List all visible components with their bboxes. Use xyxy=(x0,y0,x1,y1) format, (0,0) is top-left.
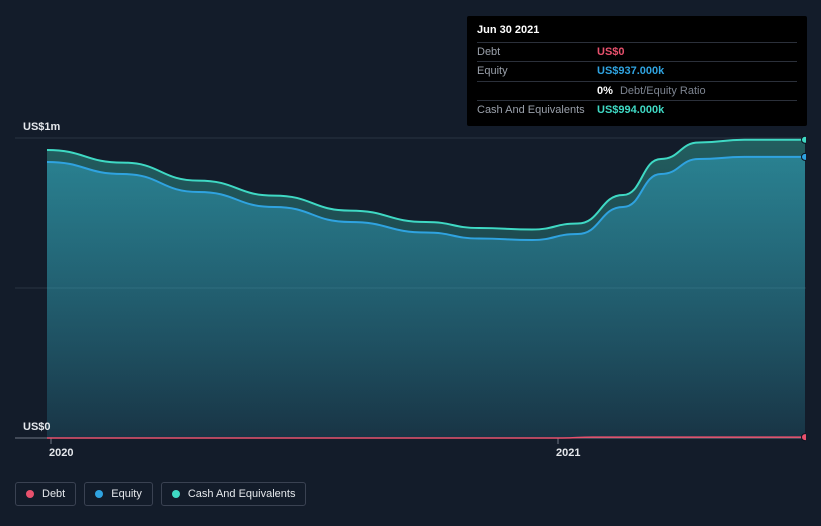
legend-dot-icon xyxy=(95,490,103,498)
tooltip-key: Equity xyxy=(477,63,597,80)
y-axis-label: US$0 xyxy=(23,421,51,433)
tooltip-value: 0% Debt/Equity Ratio xyxy=(597,83,706,100)
legend-label: Debt xyxy=(42,488,65,500)
legend-label: Cash And Equivalents xyxy=(188,488,296,500)
tooltip-rows: DebtUS$0EquityUS$937.000k 0% Debt/Equity … xyxy=(477,42,797,120)
x-axis-label: 2020 xyxy=(49,447,73,459)
tooltip-row: Cash And EquivalentsUS$994.000k xyxy=(477,100,797,120)
tooltip-row: DebtUS$0 xyxy=(477,42,797,62)
tooltip-date: Jun 30 2021 xyxy=(477,22,797,42)
chart-legend: Debt Equity Cash And Equivalents xyxy=(15,482,306,506)
y-axis-label: US$1m xyxy=(23,121,60,133)
legend-dot-icon xyxy=(26,490,34,498)
tooltip-value: US$994.000k xyxy=(597,102,664,119)
tooltip-suffix: Debt/Equity Ratio xyxy=(617,85,706,97)
tooltip-value: US$0 xyxy=(597,44,625,61)
tooltip-row: 0% Debt/Equity Ratio xyxy=(477,81,797,101)
tooltip-key: Debt xyxy=(477,44,597,61)
legend-item-cash-and-equivalents[interactable]: Cash And Equivalents xyxy=(161,482,307,506)
legend-label: Equity xyxy=(111,488,142,500)
legend-dot-icon xyxy=(172,490,180,498)
x-axis-label: 2021 xyxy=(556,447,580,459)
tooltip-key xyxy=(477,83,597,100)
chart-tooltip: Jun 30 2021 DebtUS$0EquityUS$937.000k 0% … xyxy=(467,16,807,126)
legend-item-debt[interactable]: Debt xyxy=(15,482,76,506)
tooltip-key: Cash And Equivalents xyxy=(477,102,597,119)
legend-item-equity[interactable]: Equity xyxy=(84,482,153,506)
tooltip-row: EquityUS$937.000k xyxy=(477,61,797,81)
tooltip-value: US$937.000k xyxy=(597,63,664,80)
